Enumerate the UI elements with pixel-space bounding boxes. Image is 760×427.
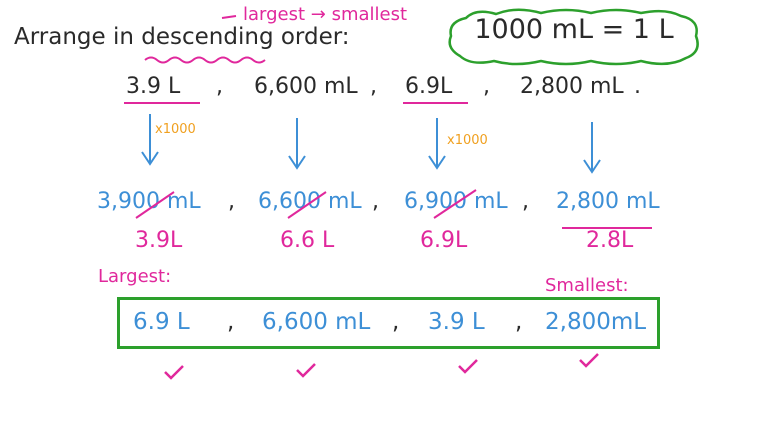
- given-separator: ,: [370, 74, 377, 99]
- given-separator: ,: [483, 74, 490, 99]
- converted-l-2: 6.6 L: [280, 228, 335, 253]
- heading-emphasis: descending: [141, 24, 274, 50]
- heading: Arrange in descending order:: [14, 24, 350, 50]
- given-item-3: 6.9L: [405, 74, 453, 99]
- converted-ml-4: 2,800 mL: [556, 189, 660, 214]
- answer-item-4: 2,800mL: [545, 309, 647, 335]
- converted-ml-2: 6,600 mL: [258, 189, 362, 214]
- down-arrow-icon: [428, 118, 446, 170]
- strike-line: [135, 191, 175, 219]
- answer-separator: ,: [392, 309, 400, 335]
- down-arrow-icon: [288, 118, 306, 170]
- answer-item-2: 6,600 mL: [262, 309, 371, 335]
- given-item-4: 2,800 mL: [520, 74, 624, 99]
- converted-l-4: 2.8L: [586, 228, 634, 253]
- smallest-label: Smallest:: [545, 275, 629, 296]
- note-dash: [221, 15, 237, 19]
- conversion-fact: 1000 mL = 1 L: [474, 14, 674, 45]
- checkmark-icon: [458, 359, 478, 374]
- down-arrow-icon: [141, 114, 159, 166]
- converted-separator: ,: [372, 189, 379, 214]
- wavy-underline: [144, 56, 266, 64]
- heading-prefix: Arrange in: [14, 24, 142, 50]
- answer-box: [117, 297, 660, 349]
- converted-l-1: 3.9L: [135, 228, 183, 253]
- converted-l-3: 6.9L: [420, 228, 468, 253]
- checkmark-icon: [296, 363, 316, 378]
- converted-ml-3: 6,900 mL: [404, 189, 508, 214]
- strike-line: [433, 189, 477, 219]
- answer-separator: ,: [515, 309, 523, 335]
- converted-separator: ,: [522, 189, 529, 214]
- largest-to-smallest-note: largest → smallest: [243, 4, 408, 25]
- checkmark-icon: [579, 353, 599, 368]
- answer-item-1: 6.9 L: [133, 309, 190, 335]
- checkmark-icon: [164, 365, 184, 380]
- given-end: .: [634, 74, 641, 99]
- down-arrow-icon: [583, 122, 601, 174]
- converted-separator: ,: [228, 189, 235, 214]
- multiplier-label: x1000: [447, 133, 488, 148]
- cloud-outline: [448, 8, 699, 66]
- given-item-2: 6,600 mL: [254, 74, 358, 99]
- multiplier-label: x1000: [155, 122, 196, 137]
- given-item-1: 3.9 L: [126, 74, 181, 99]
- largest-label: Largest:: [98, 266, 172, 287]
- strike-line: [287, 191, 327, 219]
- given-separator: ,: [216, 74, 223, 99]
- answer-item-3: 3.9 L: [428, 309, 485, 335]
- heading-suffix: order:: [273, 24, 350, 50]
- answer-separator: ,: [227, 309, 235, 335]
